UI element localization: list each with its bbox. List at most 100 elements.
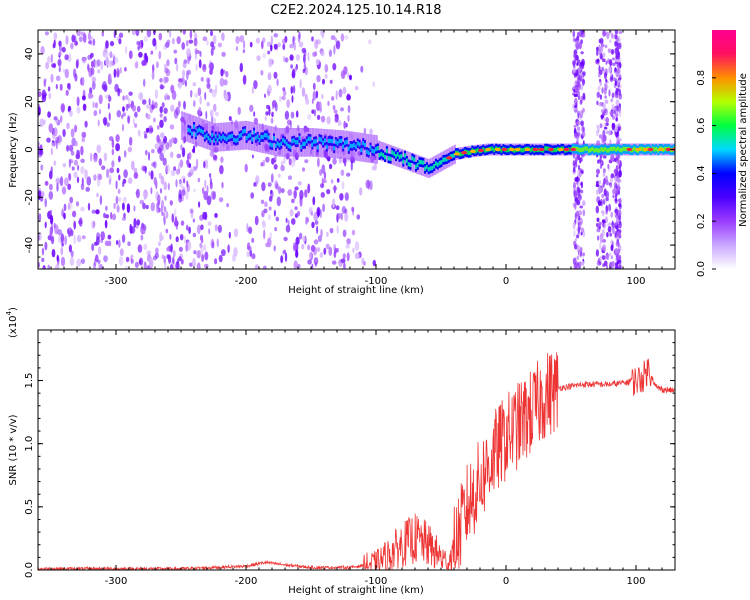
noise-speckle bbox=[64, 54, 69, 61]
band-speckle bbox=[619, 138, 622, 142]
noise-speckle bbox=[253, 182, 257, 187]
trace-core bbox=[364, 142, 366, 148]
noise-speckle bbox=[205, 110, 208, 120]
noise-speckle bbox=[193, 100, 196, 108]
noise-speckle bbox=[333, 109, 338, 114]
noise-speckle bbox=[221, 51, 226, 57]
noise-speckle bbox=[189, 262, 193, 267]
noise-speckle bbox=[53, 39, 56, 48]
noise-speckle bbox=[67, 82, 70, 90]
noise-speckle bbox=[341, 258, 346, 264]
band-speckle bbox=[581, 131, 585, 137]
noise-speckle bbox=[61, 208, 64, 217]
x-tick-label: 100 bbox=[626, 576, 645, 587]
noise-speckle bbox=[169, 264, 174, 269]
trace-core bbox=[438, 160, 441, 166]
noise-speckle bbox=[80, 183, 85, 191]
noise-speckle bbox=[73, 220, 76, 230]
noise-speckle bbox=[175, 261, 180, 269]
noise-speckle bbox=[123, 169, 128, 179]
noise-speckle bbox=[371, 165, 375, 171]
noise-speckle bbox=[224, 93, 229, 102]
noise-speckle bbox=[73, 171, 78, 179]
trace-core bbox=[298, 135, 301, 141]
band-speckle bbox=[602, 155, 607, 159]
noise-speckle bbox=[206, 39, 209, 46]
noise-speckle bbox=[342, 86, 347, 95]
noise-speckle bbox=[159, 232, 163, 242]
noise-speckle bbox=[189, 166, 194, 174]
band-speckle bbox=[607, 163, 610, 169]
snr-y-scale-label: (x104) bbox=[5, 307, 19, 338]
band-speckle bbox=[579, 205, 583, 209]
noise-speckle bbox=[342, 253, 346, 259]
trace-core bbox=[380, 151, 383, 157]
noise-speckle bbox=[172, 250, 176, 258]
noise-speckle bbox=[175, 236, 179, 243]
noise-speckle bbox=[180, 220, 185, 226]
noise-speckle bbox=[273, 209, 276, 217]
noise-speckle bbox=[50, 147, 53, 156]
noise-speckle bbox=[116, 167, 120, 174]
noise-speckle bbox=[324, 63, 329, 73]
trace-core bbox=[331, 139, 334, 144]
band-speckle bbox=[599, 123, 603, 129]
noise-speckle bbox=[58, 66, 61, 73]
noise-speckle bbox=[76, 106, 81, 114]
trace-peak bbox=[532, 147, 539, 152]
noise-speckle bbox=[69, 159, 74, 164]
snr-y-label: SNR (10 * v/v) bbox=[8, 414, 19, 485]
noise-speckle bbox=[123, 150, 127, 158]
snr-panel: -300 -200 -100 0 100 0.0 0.5 1.0 1.5 Height of s… bbox=[5, 307, 676, 596]
noise-speckle bbox=[218, 254, 223, 263]
noise-speckle bbox=[84, 169, 88, 180]
trace-core bbox=[309, 136, 312, 141]
noise-speckle bbox=[165, 228, 169, 234]
noise-speckle bbox=[186, 159, 190, 165]
noise-speckle bbox=[372, 259, 376, 267]
noise-speckle bbox=[138, 259, 142, 265]
noise-speckle bbox=[166, 39, 171, 45]
x-tick-label: -200 bbox=[235, 276, 258, 287]
band-speckle bbox=[618, 107, 621, 114]
noise-speckle bbox=[127, 116, 130, 124]
trace-core bbox=[606, 148, 609, 153]
band-speckle bbox=[582, 92, 586, 100]
noise-speckle bbox=[38, 213, 42, 222]
band-speckle bbox=[602, 112, 605, 117]
noise-speckle bbox=[127, 146, 133, 153]
noise-speckle bbox=[265, 111, 269, 116]
noise-speckle bbox=[144, 165, 147, 174]
band-speckle bbox=[597, 126, 600, 134]
trace-core bbox=[615, 147, 618, 152]
noise-speckle bbox=[198, 201, 201, 208]
band-speckle bbox=[605, 116, 609, 124]
noise-speckle bbox=[111, 148, 115, 156]
band-speckle bbox=[616, 175, 619, 183]
band-speckle bbox=[597, 235, 600, 241]
noise-speckle bbox=[49, 209, 53, 215]
noise-speckle bbox=[91, 81, 96, 90]
noise-speckle bbox=[130, 160, 135, 171]
noise-speckle bbox=[316, 39, 321, 45]
noise-speckle bbox=[347, 105, 351, 113]
noise-speckle bbox=[142, 229, 146, 235]
noise-speckle bbox=[292, 85, 296, 94]
noise-speckle bbox=[44, 180, 49, 186]
noise-speckle bbox=[160, 85, 165, 90]
band-speckle bbox=[611, 33, 614, 39]
noise-speckle bbox=[98, 108, 102, 115]
trace-core bbox=[216, 138, 219, 143]
noise-speckle bbox=[320, 229, 323, 238]
noise-speckle bbox=[268, 214, 271, 221]
band-speckle bbox=[601, 87, 604, 94]
noise-speckle bbox=[221, 249, 226, 257]
noise-speckle bbox=[285, 217, 288, 223]
noise-speckle bbox=[91, 220, 95, 230]
band-speckle bbox=[599, 255, 602, 263]
noise-speckle bbox=[166, 254, 171, 260]
band-speckle bbox=[574, 263, 578, 269]
band-speckle bbox=[602, 239, 606, 243]
noise-speckle bbox=[109, 174, 112, 185]
noise-speckle bbox=[63, 212, 66, 220]
